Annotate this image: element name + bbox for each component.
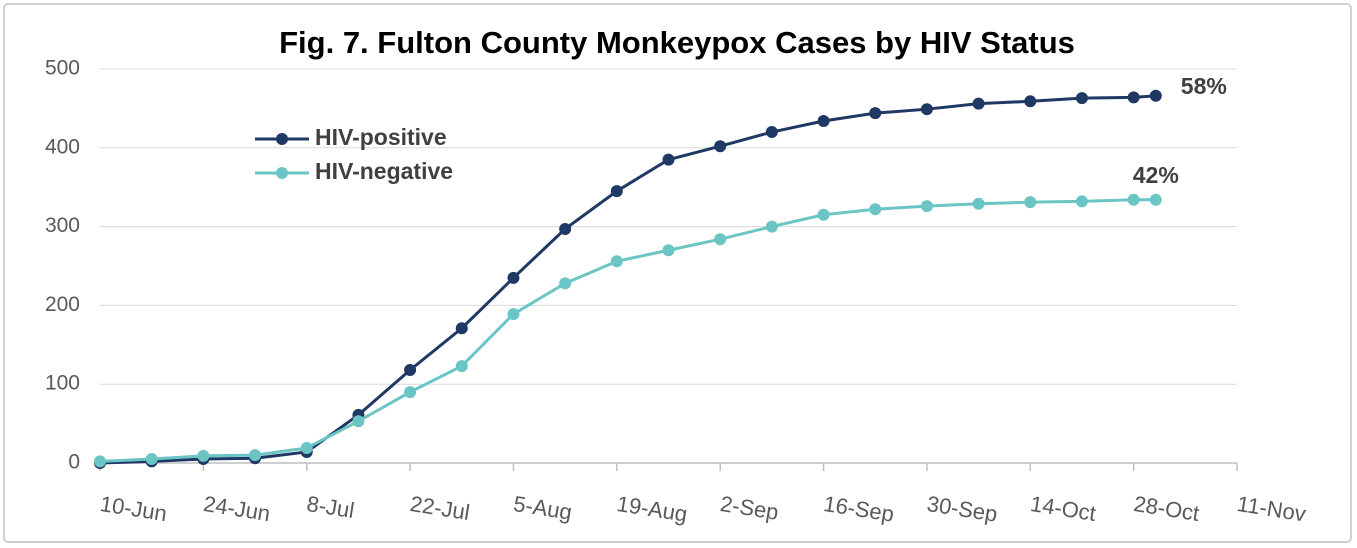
point — [610, 255, 623, 268]
series-line — [99, 94, 1156, 465]
legend-marker — [276, 133, 288, 145]
legend-label: HIV-positive — [315, 124, 447, 150]
point — [559, 277, 572, 290]
point — [972, 97, 985, 110]
point — [507, 271, 520, 284]
y-tick-label: 0 — [68, 451, 80, 474]
y-tick-label: 500 — [45, 57, 80, 80]
point — [610, 185, 623, 198]
point — [817, 208, 830, 221]
point — [817, 115, 830, 128]
point — [249, 449, 262, 462]
end-label: 58% — [1181, 73, 1227, 99]
point — [404, 386, 417, 399]
point — [1075, 195, 1088, 208]
point — [869, 203, 882, 216]
y-tick-label: 300 — [45, 214, 80, 237]
series-line — [99, 198, 1156, 463]
point — [352, 415, 365, 428]
point — [765, 126, 778, 139]
point — [765, 220, 778, 233]
point — [94, 455, 106, 468]
point — [662, 244, 675, 257]
point — [972, 197, 985, 210]
point — [1127, 91, 1140, 104]
point — [1149, 193, 1162, 206]
end-label: 42% — [1133, 162, 1179, 188]
point — [662, 153, 675, 166]
chart-title: Fig. 7. Fulton County Monkeypox Cases by… — [279, 25, 1075, 60]
point — [455, 360, 468, 373]
point — [920, 103, 933, 116]
chart-frame — [3, 3, 1352, 543]
y-tick-label: 100 — [45, 372, 80, 395]
point — [197, 449, 210, 462]
point — [404, 364, 417, 377]
point — [1024, 95, 1037, 108]
point — [1127, 193, 1140, 206]
point — [1149, 89, 1162, 102]
point — [714, 233, 727, 246]
point — [455, 322, 468, 335]
point — [300, 442, 313, 455]
legend-marker — [276, 167, 288, 179]
y-tick-label: 200 — [45, 293, 80, 316]
y-tick-label: 400 — [45, 135, 80, 158]
point — [507, 308, 520, 321]
point — [1024, 196, 1037, 209]
point — [869, 107, 882, 120]
point — [920, 200, 933, 213]
point — [145, 453, 158, 466]
point — [714, 140, 727, 153]
point — [559, 222, 572, 235]
legend-label: HIV-negative — [315, 158, 453, 184]
point — [1075, 92, 1088, 105]
